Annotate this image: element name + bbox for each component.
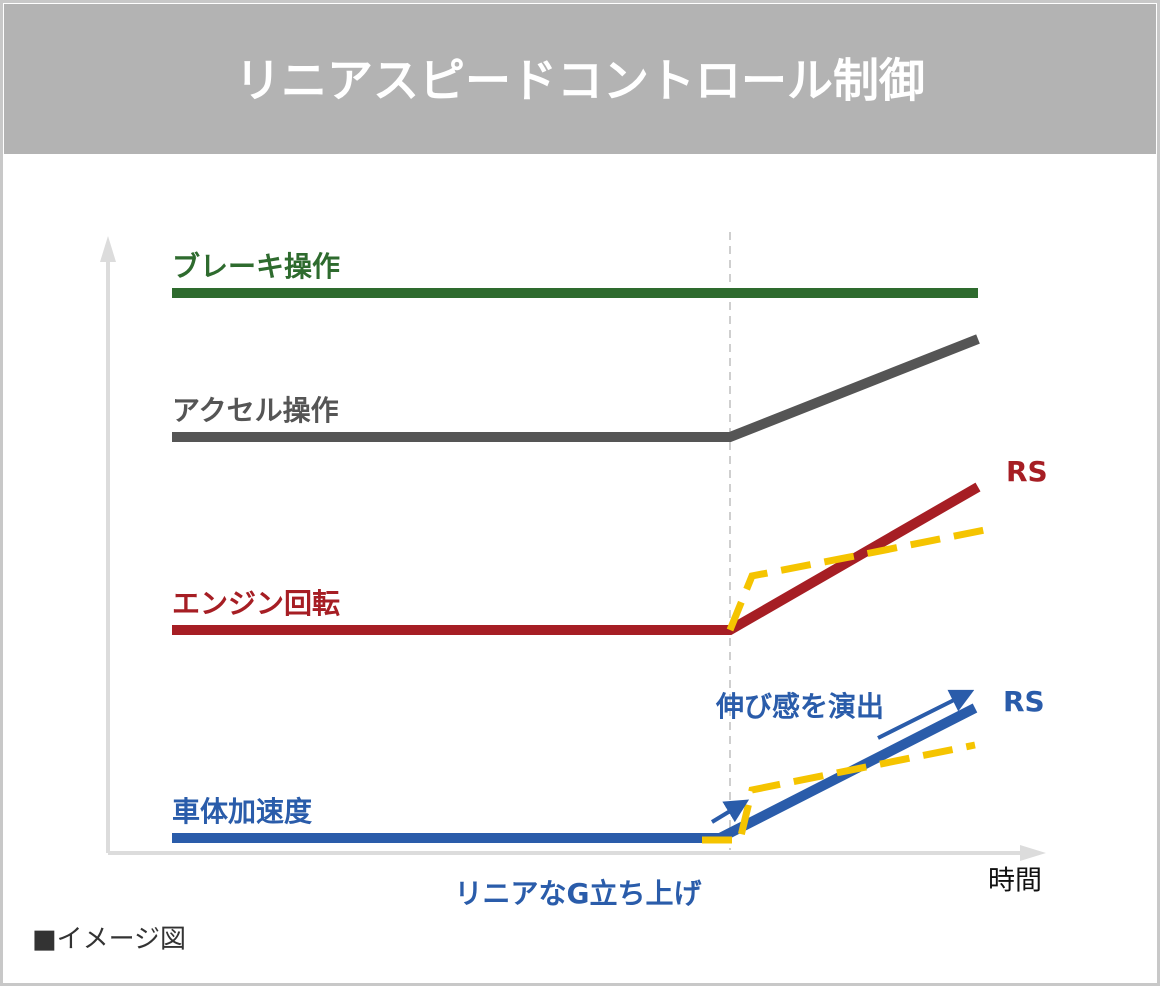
title: リニアスピードコントロール制御 bbox=[235, 54, 925, 108]
y-axis-arrow bbox=[100, 236, 116, 262]
x-axis-arrow bbox=[1020, 845, 1046, 861]
engine-label: エンジン回転 bbox=[172, 587, 340, 620]
header bbox=[4, 4, 1156, 154]
accel-g-label: 車体加速度 bbox=[172, 795, 312, 828]
accel-g-rs-label: RS bbox=[1003, 685, 1045, 718]
engine-compare-line bbox=[726, 526, 986, 632]
accel-line bbox=[172, 334, 980, 442]
brake-label: ブレーキ操作 bbox=[172, 250, 340, 283]
accel-label: アクセル操作 bbox=[172, 394, 339, 427]
note: ■イメージ図 bbox=[32, 925, 186, 955]
small-arrow bbox=[710, 799, 750, 824]
stretch-arrow bbox=[877, 689, 975, 740]
engine-rs-label: RS bbox=[1006, 455, 1048, 488]
linear-annotation: リニアなG立ち上げ bbox=[455, 877, 703, 910]
x-axis-label: 時間 bbox=[988, 866, 1042, 897]
stretch-annotation: 伸び感を演出 bbox=[715, 690, 884, 723]
